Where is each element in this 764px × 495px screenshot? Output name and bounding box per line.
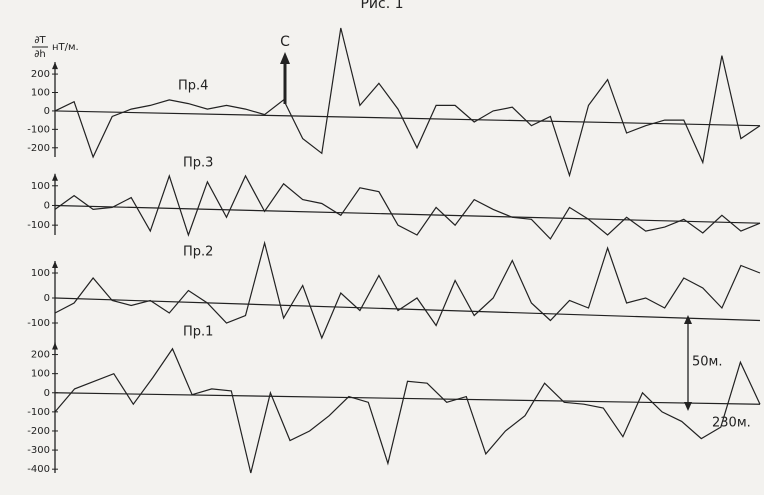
y-tick-label: -200 [27, 426, 50, 437]
profile-line [54, 174, 761, 240]
profile-line [54, 240, 761, 340]
trend-line [54, 297, 761, 322]
units: нТ/м. [52, 42, 79, 53]
end-label: 230м. [712, 416, 751, 431]
caption: Рис. 1 [360, 0, 403, 12]
north-arrow-head [280, 52, 290, 64]
profile-line [54, 347, 761, 474]
trend-line [54, 110, 761, 127]
y-tick-label: -200 [27, 143, 50, 154]
y-label-bottom: ∂h [34, 49, 46, 60]
y-tick-label: -100 [27, 407, 50, 418]
y-axis-arrow [52, 173, 58, 181]
y-tick-label: 100 [31, 369, 50, 380]
profile-label: Пр.3 [183, 156, 213, 171]
y-tick-label: 0 [44, 293, 50, 304]
profile-label: Пр.1 [183, 325, 213, 340]
y-tick-label: -100 [27, 220, 50, 231]
north-label: С [280, 34, 290, 50]
trend-line [54, 392, 761, 405]
y-tick-label: 100 [31, 181, 50, 192]
y-axis-arrow [52, 261, 58, 268]
profile-label: Пр.2 [183, 245, 213, 260]
y-tick-label: 100 [31, 88, 50, 99]
y-tick-label: 0 [44, 200, 50, 211]
profile-label: Пр.4 [178, 79, 208, 94]
scale-arrow-head [684, 402, 692, 411]
y-axis-arrow [52, 342, 58, 350]
y-tick-label: 200 [31, 350, 50, 361]
y-tick-label: -100 [27, 318, 50, 329]
y-tick-label: -400 [27, 464, 50, 475]
y-tick-label: -300 [27, 445, 50, 456]
scale-label: 50м. [692, 355, 722, 370]
scale-arrow-head [684, 315, 692, 324]
y-tick-label: -100 [27, 124, 50, 135]
y-label-top: ∂T [34, 35, 46, 46]
y-axis-arrow [52, 62, 58, 70]
y-tick-label: 0 [44, 388, 50, 399]
profile-line [54, 27, 761, 178]
y-tick-label: 0 [44, 106, 50, 117]
trend-line [54, 204, 761, 224]
y-tick-label: 100 [31, 268, 50, 279]
y-tick-label: 200 [31, 69, 50, 80]
